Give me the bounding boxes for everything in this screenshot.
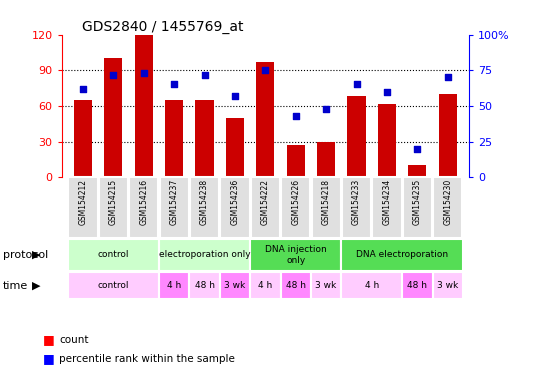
FancyBboxPatch shape [311,177,341,238]
Text: control: control [98,281,129,290]
FancyBboxPatch shape [220,272,250,299]
Bar [196,100,214,177]
Point [109,71,117,78]
FancyBboxPatch shape [99,177,128,238]
FancyBboxPatch shape [433,272,463,299]
Bar [226,118,244,177]
Text: 48 h: 48 h [407,281,427,290]
FancyBboxPatch shape [402,272,433,299]
FancyBboxPatch shape [251,177,280,238]
Text: 48 h: 48 h [286,281,306,290]
FancyBboxPatch shape [281,177,310,238]
Text: GSM154238: GSM154238 [200,179,209,225]
FancyBboxPatch shape [160,177,189,238]
Text: GSM154226: GSM154226 [291,179,300,225]
FancyBboxPatch shape [341,239,463,271]
Text: ■: ■ [43,333,55,346]
Text: 4 h: 4 h [167,281,181,290]
FancyBboxPatch shape [280,272,311,299]
Bar [408,166,427,177]
Text: GSM154233: GSM154233 [352,179,361,225]
Text: GSM154235: GSM154235 [413,179,422,225]
Text: electroporation only: electroporation only [159,250,250,260]
Point [230,93,239,99]
Text: GSM154215: GSM154215 [109,179,118,225]
FancyBboxPatch shape [342,177,371,238]
Point [200,71,209,78]
FancyBboxPatch shape [403,177,432,238]
Text: 3 wk: 3 wk [316,281,337,290]
Text: percentile rank within the sample: percentile rank within the sample [59,354,235,364]
Point [413,146,422,152]
Point [352,81,361,88]
Point [322,106,330,112]
Bar [438,94,457,177]
Point [170,81,178,88]
FancyBboxPatch shape [68,272,159,299]
Text: 4 h: 4 h [258,281,272,290]
Point [383,89,391,95]
FancyBboxPatch shape [250,272,280,299]
Bar [104,58,122,177]
Text: time: time [3,280,28,291]
Text: GSM154230: GSM154230 [443,179,452,225]
Bar [74,100,92,177]
Text: 3 wk: 3 wk [437,281,458,290]
Text: GSM154212: GSM154212 [78,179,87,225]
Text: protocol: protocol [3,250,48,260]
FancyBboxPatch shape [433,177,463,238]
Text: 48 h: 48 h [195,281,214,290]
Text: GSM154216: GSM154216 [139,179,148,225]
FancyBboxPatch shape [189,272,220,299]
Text: ■: ■ [43,353,55,366]
FancyBboxPatch shape [220,177,250,238]
Text: DNA injection
only: DNA injection only [265,245,326,265]
Bar [256,62,274,177]
Text: GSM154218: GSM154218 [322,179,331,225]
Bar [317,142,335,177]
Text: 4 h: 4 h [364,281,379,290]
Text: count: count [59,335,88,345]
FancyBboxPatch shape [341,272,402,299]
Bar [165,100,183,177]
Text: DNA electroporation: DNA electroporation [356,250,448,260]
Point [443,74,452,80]
FancyBboxPatch shape [159,239,250,271]
FancyBboxPatch shape [373,177,401,238]
FancyBboxPatch shape [68,177,98,238]
Text: control: control [98,250,129,260]
Bar [347,96,366,177]
Text: GSM154234: GSM154234 [382,179,391,225]
FancyBboxPatch shape [68,239,159,271]
Text: 3 wk: 3 wk [224,281,245,290]
FancyBboxPatch shape [250,239,341,271]
FancyBboxPatch shape [129,177,158,238]
Bar [378,104,396,177]
FancyBboxPatch shape [311,272,341,299]
FancyBboxPatch shape [159,272,189,299]
Text: ▶: ▶ [32,280,41,291]
Bar [135,35,153,177]
Bar [287,145,305,177]
Text: ▶: ▶ [32,250,41,260]
Text: GSM154236: GSM154236 [230,179,240,225]
Point [292,113,300,119]
Text: GDS2840 / 1455769_at: GDS2840 / 1455769_at [82,20,243,33]
FancyBboxPatch shape [190,177,219,238]
Point [261,67,270,73]
Text: GSM154237: GSM154237 [169,179,178,225]
Point [139,70,148,76]
Text: GSM154222: GSM154222 [261,179,270,225]
Point [79,86,87,92]
